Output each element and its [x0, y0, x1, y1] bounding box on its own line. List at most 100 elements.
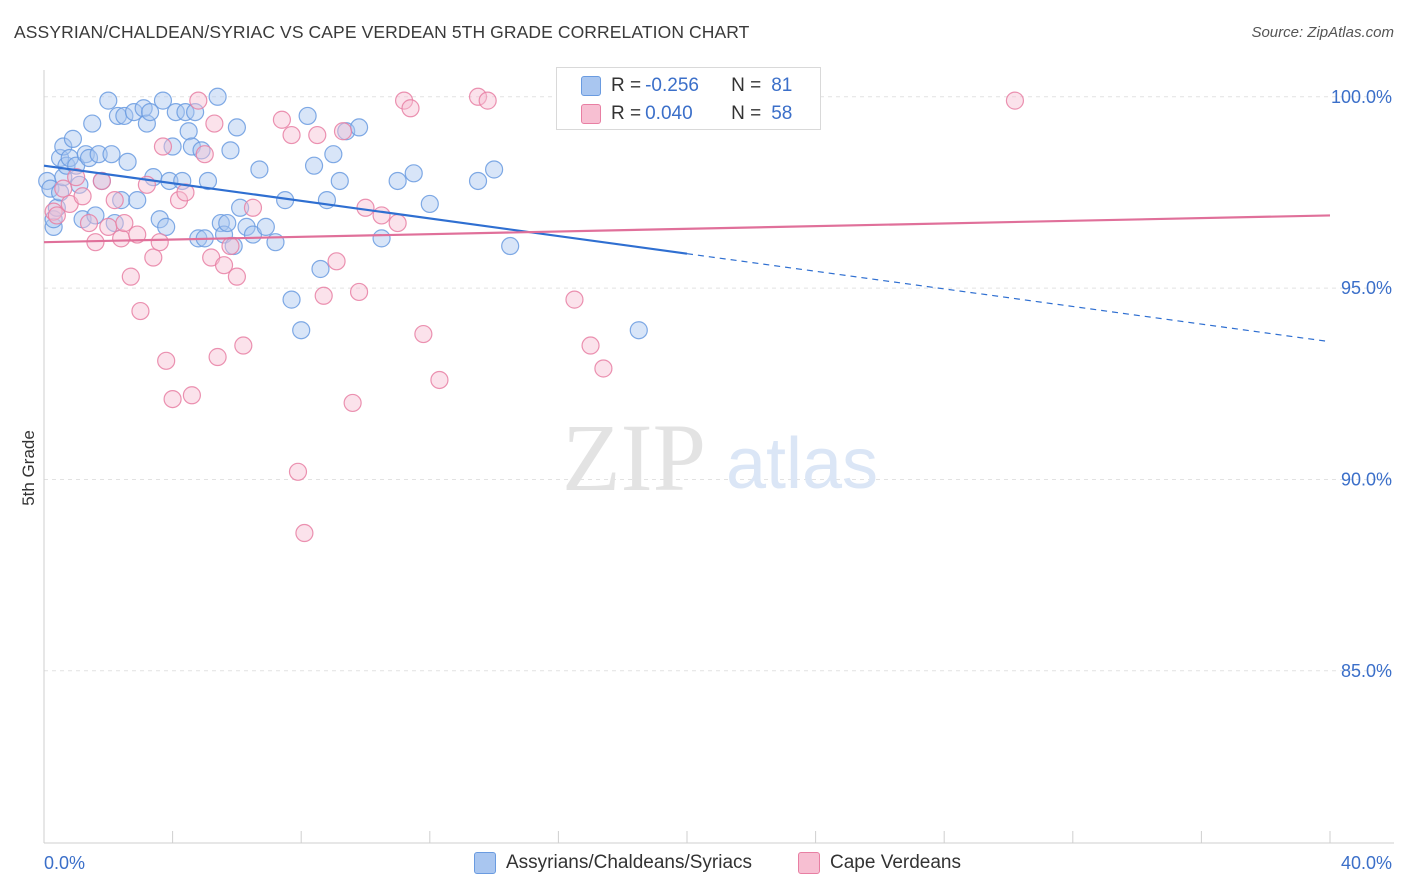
- watermark-atlas: atlas: [726, 424, 878, 504]
- y-tick-label: 100.0%: [1331, 87, 1392, 107]
- scatter-point-cape-verdeans: [195, 145, 214, 164]
- series-swatch-pink: [798, 852, 820, 874]
- scatter-point-assyrians: [89, 145, 108, 164]
- scatter-point-assyrians: [211, 213, 230, 233]
- scatter-point-cape-verdeans: [153, 137, 173, 156]
- chart-title: ASSYRIAN/CHALDEAN/SYRIAC VS CAPE VERDEAN…: [14, 22, 750, 42]
- scatter-point-assyrians: [250, 160, 269, 179]
- scatter-point-cape-verdeans: [208, 347, 227, 367]
- scatter-point-cape-verdeans: [478, 91, 497, 110]
- scatter-point-cape-verdeans: [1005, 91, 1025, 110]
- scatter-point-assyrians: [227, 118, 246, 137]
- scatter-point-cape-verdeans: [92, 171, 111, 191]
- scatter-point-cape-verdeans: [308, 125, 327, 145]
- scatter-point-assyrians: [256, 217, 275, 236]
- scatter-point-cape-verdeans: [163, 389, 182, 409]
- scatter-point-cape-verdeans: [47, 206, 66, 225]
- series-legend: Assyrians/Chaldeans/Syriacs Cape Verdean…: [0, 852, 1406, 878]
- scatter-point-cape-verdeans: [272, 110, 292, 129]
- scatter-point-cape-verdeans: [150, 233, 169, 252]
- scatter-point-cape-verdeans: [144, 248, 163, 267]
- scatter-point-assyrians: [137, 114, 156, 133]
- scatter-point-assyrians: [118, 152, 137, 171]
- scatter-point-cape-verdeans: [282, 125, 301, 145]
- scatter-point-assyrians: [112, 191, 131, 210]
- scatter-point-assyrians: [388, 171, 407, 191]
- legend-r-value: 0.040: [645, 103, 693, 124]
- scatter-point-assyrians: [349, 118, 369, 137]
- scatter-point-assyrians: [629, 321, 648, 340]
- y-tick-label: 85.0%: [1341, 661, 1392, 681]
- scatter-point-assyrians: [157, 217, 176, 236]
- scatter-point-cape-verdeans: [372, 206, 391, 225]
- legend-n-label: N =: [731, 103, 762, 124]
- series-legend-assyrians: Assyrians/Chaldeans/Syriacs: [474, 852, 752, 874]
- scatter-point-assyrians: [292, 321, 311, 340]
- scatter-point-cape-verdeans: [468, 87, 488, 106]
- scatter-point-cape-verdeans: [343, 393, 362, 413]
- scatter-point-cape-verdeans: [243, 198, 263, 217]
- watermark-zip: ZIP: [562, 404, 706, 511]
- legend-n-value: 58: [771, 103, 793, 124]
- scatter-point-cape-verdeans: [414, 324, 433, 344]
- scatter-point-cape-verdeans: [189, 91, 208, 110]
- x-tick-label: 0.0%: [44, 853, 85, 873]
- scatter-point-cape-verdeans: [112, 229, 131, 248]
- scatter-point-cape-verdeans: [349, 282, 369, 302]
- scatter-point-assyrians: [485, 160, 504, 179]
- scatter-point-assyrians: [102, 145, 121, 164]
- scatter-point-assyrians: [166, 102, 185, 122]
- scatter-point-cape-verdeans: [565, 290, 584, 309]
- scatter-point-cape-verdeans: [214, 256, 234, 275]
- scatter-point-assyrians: [330, 171, 349, 191]
- scatter-point-assyrians: [468, 171, 488, 191]
- scatter-point-assyrians: [128, 191, 147, 210]
- scatter-point-assyrians: [282, 290, 301, 309]
- scatter-point-cape-verdeans: [333, 122, 353, 141]
- legend-row-assyrians: R = -0.256 N = 81: [581, 73, 792, 99]
- scatter-point-cape-verdeans: [295, 523, 314, 543]
- series-legend-label: Cape Verdeans: [830, 852, 961, 873]
- scatter-point-assyrians: [163, 137, 182, 156]
- scatter-point-assyrians: [124, 102, 144, 122]
- scatter-point-cape-verdeans: [182, 386, 201, 405]
- scatter-point-assyrians: [140, 102, 160, 122]
- scatter-point-cape-verdeans: [105, 191, 124, 210]
- scatter-point-cape-verdeans: [227, 267, 246, 286]
- legend-row-cape-verdeans: R = 0.040 N = 58: [581, 101, 792, 127]
- correlation-legend: R = -0.256 N = 81 R = 0.040 N = 58: [556, 67, 821, 130]
- scatter-point-assyrians: [231, 198, 250, 217]
- legend-r-label: R =: [611, 103, 642, 124]
- scatter-point-cape-verdeans: [234, 336, 253, 355]
- scatter-point-cape-verdeans: [388, 213, 407, 233]
- y-tick-label: 95.0%: [1341, 278, 1392, 298]
- legend-swatch-pink: [581, 104, 601, 124]
- scatter-point-cape-verdeans: [73, 187, 92, 206]
- scatter-point-cape-verdeans: [115, 213, 134, 233]
- scatter-point-cape-verdeans: [594, 359, 613, 378]
- trend-line-assyrians-extension: [686, 253, 1331, 343]
- grid-lines: [44, 96, 1390, 672]
- scatter-point-cape-verdeans: [430, 370, 449, 390]
- scatter-point-assyrians: [372, 229, 391, 248]
- y-tick-label: 90.0%: [1341, 469, 1392, 489]
- scatter-point-assyrians: [79, 148, 99, 168]
- trend-line-cape-verdeans: [43, 214, 1331, 244]
- scatter-point-assyrians: [63, 129, 83, 148]
- scatter-point-assyrians: [198, 171, 218, 191]
- scatter-point-assyrians: [83, 114, 102, 133]
- scatter-point-assyrians: [44, 217, 63, 236]
- scatter-point-assyrians: [218, 213, 237, 233]
- trend-line-assyrians: [43, 164, 688, 255]
- scatter-point-assyrians: [153, 91, 173, 110]
- scatter-point-assyrians: [221, 141, 240, 160]
- scatter-point-assyrians: [179, 122, 198, 141]
- legend-r-value: -0.256: [645, 75, 699, 96]
- scatter-point-cape-verdeans: [205, 114, 224, 133]
- scatter-point-cape-verdeans: [157, 351, 176, 370]
- legend-swatch-blue: [581, 76, 601, 96]
- scatter-point-cape-verdeans: [288, 462, 308, 481]
- legend-n-value: 81: [771, 75, 793, 96]
- scatter-point-cape-verdeans: [121, 267, 140, 286]
